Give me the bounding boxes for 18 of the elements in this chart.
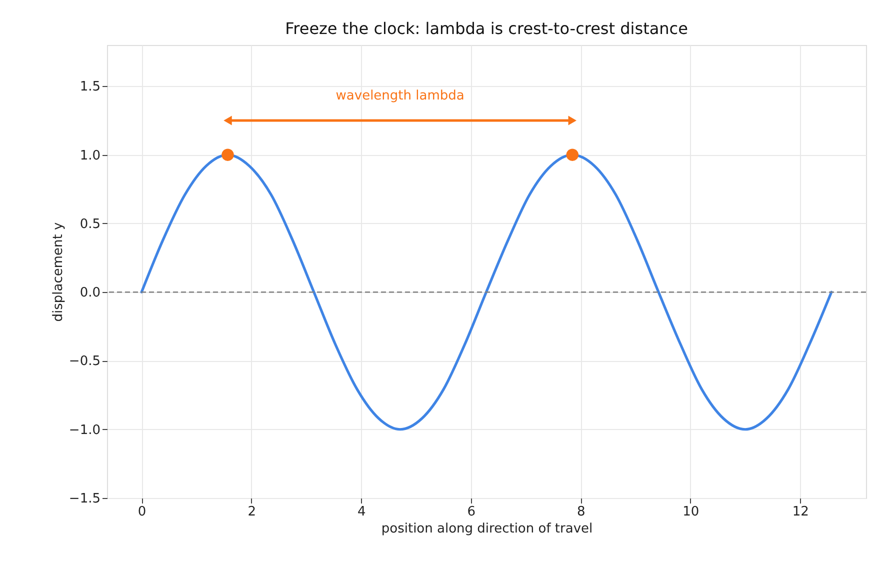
x-tick-label: 6: [467, 504, 476, 520]
x-tick-label: 0: [138, 504, 146, 520]
x-axis-title: position along direction of travel: [381, 522, 593, 536]
y-axis-title: displacement y: [50, 222, 66, 322]
x-tick-label: 8: [576, 504, 586, 520]
x-tick-label: 2: [248, 504, 256, 520]
chart-title: Freeze the clock: lambda is crest-to-crest distance: [285, 19, 688, 38]
x-tick-label: 10: [682, 504, 700, 520]
y-tick-label: 1.0: [80, 148, 100, 164]
y-tick-label: 0.5: [80, 216, 100, 232]
y-tick-label: −1.5: [68, 492, 100, 506]
y-tick-label: 0.0: [80, 286, 100, 301]
y-tick-label: −0.5: [68, 354, 100, 370]
y-tick-label: 1.5: [80, 80, 100, 95]
y-tick-label: −1.0: [68, 422, 100, 438]
annotation: wavelength lambda: [336, 88, 464, 104]
x-tick-label: 4: [357, 504, 366, 520]
x-tick-label: 12: [792, 504, 809, 520]
